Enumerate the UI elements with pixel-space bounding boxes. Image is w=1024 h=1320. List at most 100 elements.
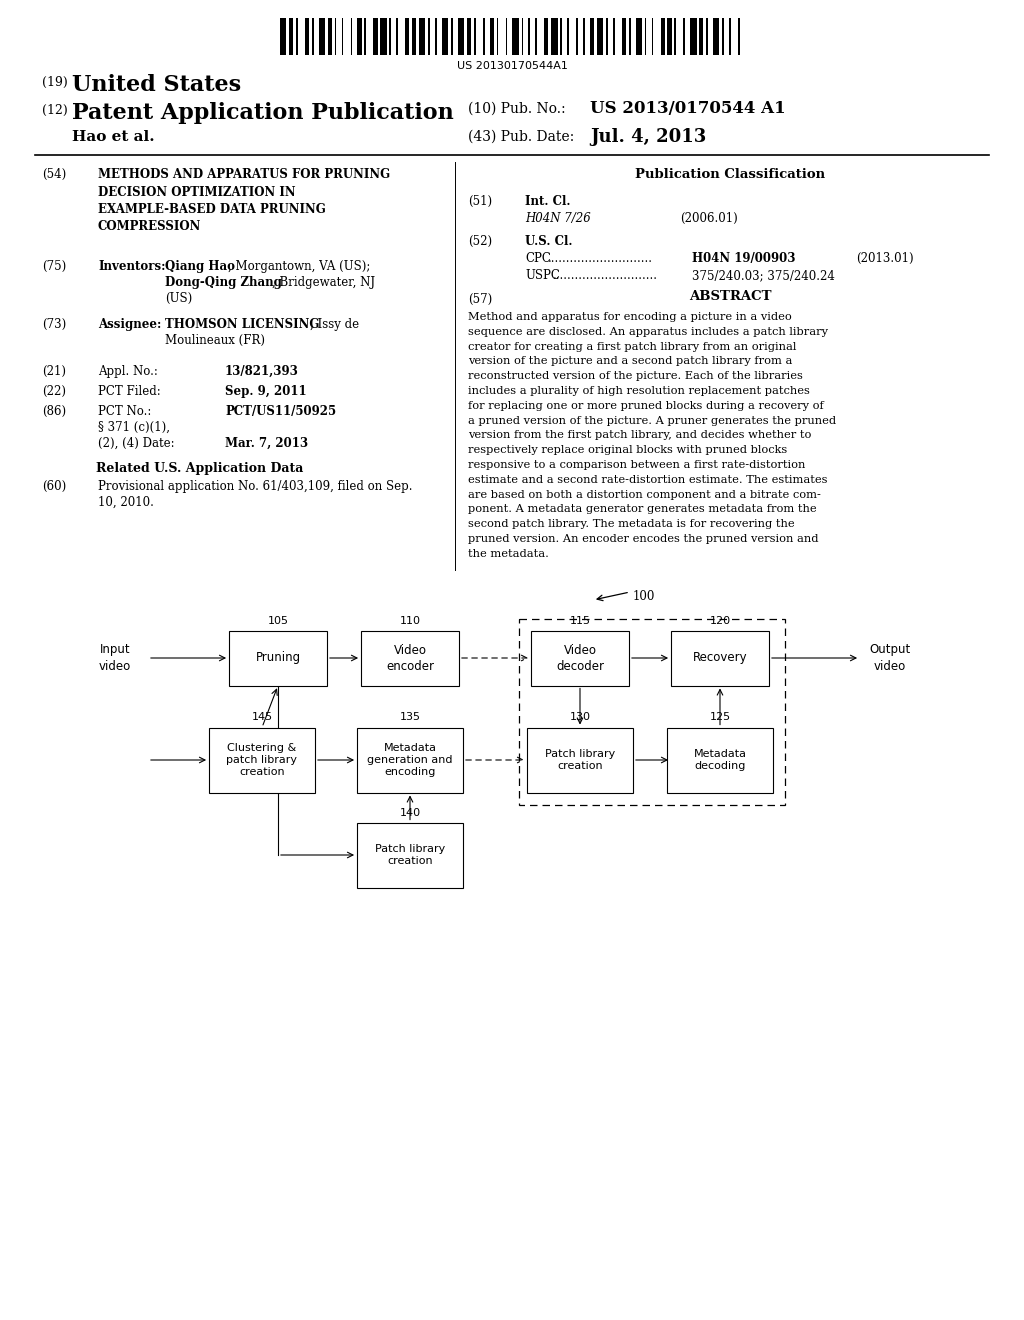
Text: reconstructed version of the picture. Each of the libraries: reconstructed version of the picture. Ea… bbox=[468, 371, 803, 381]
Text: , Bridgewater, NJ: , Bridgewater, NJ bbox=[272, 276, 375, 289]
Bar bbox=[699, 18, 703, 55]
Text: (43) Pub. Date:: (43) Pub. Date: bbox=[468, 129, 574, 144]
Bar bbox=[305, 18, 309, 55]
Text: Video
decoder: Video decoder bbox=[556, 644, 604, 672]
Text: (19): (19) bbox=[42, 77, 68, 88]
Text: THOMSON LICENSING: THOMSON LICENSING bbox=[165, 318, 319, 331]
Text: Jul. 4, 2013: Jul. 4, 2013 bbox=[590, 128, 707, 147]
Bar bbox=[606, 18, 607, 55]
Text: § 371 (c)(1),: § 371 (c)(1), bbox=[98, 421, 170, 434]
Bar bbox=[597, 18, 603, 55]
Text: PCT/US11/50925: PCT/US11/50925 bbox=[225, 405, 336, 418]
Text: 100: 100 bbox=[633, 590, 655, 602]
Text: H04N 19/00903: H04N 19/00903 bbox=[692, 252, 796, 265]
Bar bbox=[729, 18, 731, 55]
Bar bbox=[396, 18, 398, 55]
Bar bbox=[335, 18, 337, 55]
Text: USPC: USPC bbox=[525, 269, 560, 282]
Text: Moulineaux (FR): Moulineaux (FR) bbox=[165, 334, 265, 347]
Bar bbox=[419, 18, 425, 55]
Bar bbox=[497, 18, 499, 55]
Bar bbox=[651, 18, 653, 55]
Bar bbox=[536, 18, 537, 55]
Text: are based on both a distortion component and a bitrate com-: are based on both a distortion component… bbox=[468, 490, 821, 499]
Text: H04N 7/26: H04N 7/26 bbox=[525, 213, 591, 224]
Text: Int. Cl.: Int. Cl. bbox=[525, 195, 570, 209]
Text: Video
encoder: Video encoder bbox=[386, 644, 434, 672]
Text: 110: 110 bbox=[399, 615, 421, 626]
Bar bbox=[519, 619, 785, 804]
Text: 10, 2010.: 10, 2010. bbox=[98, 496, 154, 510]
Text: version from the first patch library, and decides whether to: version from the first patch library, an… bbox=[468, 430, 811, 441]
Bar bbox=[483, 18, 484, 55]
Bar bbox=[451, 18, 453, 55]
Bar bbox=[545, 18, 549, 55]
Text: Publication Classification: Publication Classification bbox=[635, 168, 825, 181]
Text: US 2013/0170544 A1: US 2013/0170544 A1 bbox=[590, 100, 785, 117]
Text: Assignee:: Assignee: bbox=[98, 318, 162, 331]
Text: for replacing one or more pruned blocks during a recovery of: for replacing one or more pruned blocks … bbox=[468, 401, 823, 411]
Text: the metadata.: the metadata. bbox=[468, 549, 549, 558]
Text: (52): (52) bbox=[468, 235, 493, 248]
Text: a pruned version of the picture. A pruner generates the pruned: a pruned version of the picture. A prune… bbox=[468, 416, 837, 425]
Text: pruned version. An encoder encodes the pruned version and: pruned version. An encoder encodes the p… bbox=[468, 535, 818, 544]
Bar bbox=[521, 18, 523, 55]
Bar bbox=[467, 18, 471, 55]
Bar bbox=[636, 18, 642, 55]
Text: 375/240.03; 375/240.24: 375/240.03; 375/240.24 bbox=[692, 269, 835, 282]
Bar bbox=[671, 631, 769, 685]
Text: Patent Application Publication: Patent Application Publication bbox=[72, 102, 454, 124]
Bar bbox=[612, 18, 614, 55]
Bar bbox=[357, 18, 361, 55]
Bar bbox=[441, 18, 449, 55]
Bar bbox=[289, 18, 293, 55]
Text: (22): (22) bbox=[42, 385, 66, 399]
Text: 13/821,393: 13/821,393 bbox=[225, 366, 299, 378]
Text: Dong-Qing Zhang: Dong-Qing Zhang bbox=[165, 276, 282, 289]
Text: ............................: ............................ bbox=[548, 252, 653, 265]
Text: (2013.01): (2013.01) bbox=[856, 252, 913, 265]
Bar bbox=[296, 18, 298, 55]
Bar bbox=[629, 18, 631, 55]
Bar bbox=[357, 727, 463, 792]
Bar bbox=[428, 18, 430, 55]
Bar bbox=[361, 631, 459, 685]
Text: ponent. A metadata generator generates metadata from the: ponent. A metadata generator generates m… bbox=[468, 504, 816, 515]
Text: Recovery: Recovery bbox=[692, 652, 748, 664]
Text: PCT Filed:: PCT Filed: bbox=[98, 385, 161, 399]
Bar bbox=[280, 18, 287, 55]
Text: , Morgantown, VA (US);: , Morgantown, VA (US); bbox=[228, 260, 371, 273]
Text: Metadata
generation and
encoding: Metadata generation and encoding bbox=[368, 743, 453, 777]
Bar bbox=[342, 18, 343, 55]
Bar bbox=[738, 18, 740, 55]
Text: CPC: CPC bbox=[525, 252, 551, 265]
Text: United States: United States bbox=[72, 74, 241, 96]
Bar bbox=[667, 727, 773, 792]
Bar bbox=[357, 822, 463, 887]
Text: Mar. 7, 2013: Mar. 7, 2013 bbox=[225, 437, 308, 450]
Text: (86): (86) bbox=[42, 405, 67, 418]
Bar bbox=[560, 18, 562, 55]
Text: (US): (US) bbox=[165, 292, 193, 305]
Text: Qiang Hao: Qiang Hao bbox=[165, 260, 234, 273]
Bar bbox=[527, 727, 633, 792]
Text: respectively replace original blocks with pruned blocks: respectively replace original blocks wit… bbox=[468, 445, 787, 455]
Text: 125: 125 bbox=[710, 713, 730, 722]
Text: (21): (21) bbox=[42, 366, 66, 378]
Text: (57): (57) bbox=[468, 293, 493, 306]
Text: Appl. No.:: Appl. No.: bbox=[98, 366, 158, 378]
Text: (10) Pub. No.:: (10) Pub. No.: bbox=[468, 102, 565, 116]
Text: (12): (12) bbox=[42, 104, 68, 117]
Bar bbox=[312, 18, 313, 55]
Text: (51): (51) bbox=[468, 195, 493, 209]
Bar bbox=[622, 18, 626, 55]
Text: estimate and a second rate-distortion estimate. The estimates: estimate and a second rate-distortion es… bbox=[468, 475, 827, 484]
Text: Method and apparatus for encoding a picture in a video: Method and apparatus for encoding a pict… bbox=[468, 312, 792, 322]
Text: U.S. Cl.: U.S. Cl. bbox=[525, 235, 572, 248]
Text: responsive to a comparison between a first rate-distortion: responsive to a comparison between a fir… bbox=[468, 459, 805, 470]
Text: (2006.01): (2006.01) bbox=[680, 213, 737, 224]
Bar bbox=[707, 18, 708, 55]
Bar bbox=[374, 18, 378, 55]
Text: (2), (4) Date:: (2), (4) Date: bbox=[98, 437, 175, 450]
Bar bbox=[458, 18, 464, 55]
